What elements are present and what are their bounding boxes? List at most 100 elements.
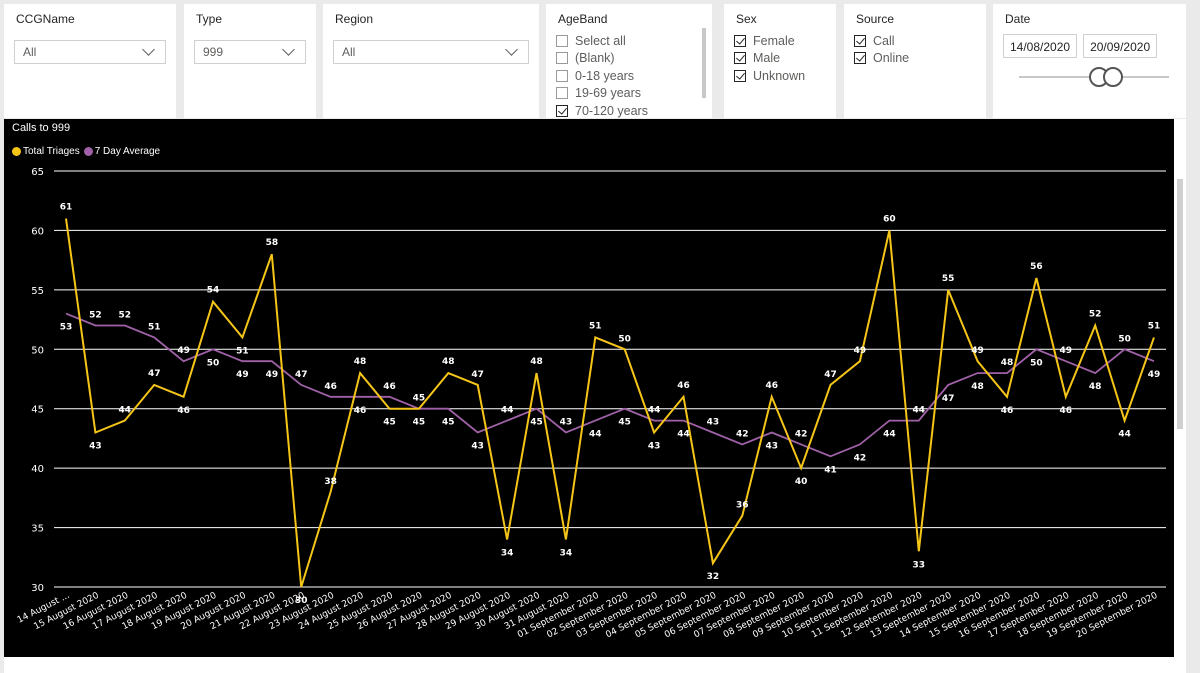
data-label: 60 [883,214,896,224]
data-label: 51 [1148,321,1161,331]
data-label: 30 [295,596,308,606]
type-dropdown[interactable]: 999 [194,40,306,64]
y-tick-label: 30 [31,583,44,594]
checkbox-icon[interactable] [556,104,568,117]
ageband-option[interactable]: 70-120 years [556,102,702,118]
ageband-scrollbar[interactable] [702,28,706,98]
data-label: 42 [736,429,749,439]
sex-option[interactable]: Unknown [734,67,826,85]
region-dropdown[interactable]: All [333,40,529,64]
sex-option[interactable]: Male [734,50,826,68]
source-option-label: Call [873,33,895,48]
data-label: 43 [707,417,720,427]
data-label: 46 [324,382,337,392]
data-label: 48 [1089,382,1102,392]
date-start-input[interactable]: 14/08/2020 [1003,34,1078,58]
data-label: 46 [383,382,396,392]
data-label: 47 [824,370,837,380]
data-label: 49 [1060,346,1073,356]
checkbox-icon[interactable] [854,34,866,47]
data-label: 44 [1118,430,1131,440]
sex-option[interactable]: Female [734,32,826,50]
data-label: 32 [707,572,720,582]
y-tick-label: 35 [31,524,44,535]
data-label: 48 [971,382,984,392]
data-label: 45 [413,394,426,404]
ageband-filter-card: AgeBand Select all (Blank) 0-18 years 19-69… [546,4,712,118]
data-label: 43 [560,417,573,427]
chart-scrollbar-thumb[interactable] [1177,179,1183,429]
data-label: 52 [1089,310,1102,320]
data-label: 40 [795,477,808,487]
data-label: 48 [1001,358,1014,368]
data-label: 46 [677,381,690,391]
date-filter-title: Date [1005,12,1031,26]
source-option[interactable]: Call [854,32,976,50]
legend-item-7-day-average[interactable]: 7 Day Average [83,146,161,157]
legend-item-total-triages[interactable]: Total Triages [12,146,80,157]
ageband-option[interactable]: 0-18 years [556,67,702,85]
data-label: 42 [795,429,808,439]
ageband-option-label: 70-120 years [575,103,648,118]
data-label: 46 [765,381,778,391]
data-label: 41 [824,465,837,475]
data-label: 42 [854,453,867,463]
data-label: 46 [354,406,367,416]
source-option[interactable]: Online [854,50,976,68]
checkbox-icon[interactable] [734,69,746,82]
data-label: 45 [618,418,631,428]
data-label: 52 [119,311,132,321]
type-filter-title: Type [196,12,223,26]
data-label: 38 [324,477,337,487]
data-label: 44 [883,430,896,440]
data-label: 51 [236,346,249,356]
ageband-option[interactable]: Select all [556,32,702,50]
checkbox-icon[interactable] [854,52,866,65]
data-label: 48 [354,357,367,367]
checkbox-icon[interactable] [556,34,568,47]
data-label: 44 [648,406,661,416]
checkbox-icon[interactable] [556,52,568,65]
data-label: 43 [89,441,102,451]
legend-dot-icon [83,147,93,156]
horizontal-scrollbar[interactable] [4,657,1186,673]
data-label: 61 [60,203,73,213]
ageband-option[interactable]: 19-69 years [556,85,702,103]
date-end-input[interactable]: 20/09/2020 [1083,34,1158,58]
y-tick-label: 45 [31,405,44,416]
checkbox-icon[interactable] [556,87,568,100]
data-label: 33 [912,560,925,570]
checkbox-icon[interactable] [734,34,746,47]
sex-option-label: Female [753,33,795,48]
data-label: 45 [442,418,455,428]
data-label: 55 [942,274,955,284]
ccg-filter-card: CCGName All [4,4,176,118]
data-label: 51 [589,321,602,331]
y-tick-label: 55 [31,286,44,297]
chevron-down-icon [505,43,518,56]
source-filter-title: Source [856,12,895,26]
checkbox-icon[interactable] [734,52,746,65]
ccg-dropdown[interactable]: All [14,40,166,64]
chart-scrollbar[interactable] [1174,119,1186,657]
ageband-option-label: 0-18 years [575,68,635,83]
date-slider-end-handle[interactable] [1103,67,1123,87]
chart-title: Calls to 999 [12,122,71,134]
data-label: 51 [148,322,161,332]
ageband-option[interactable]: (Blank) [556,50,702,68]
legend-label: 7 Day Average [94,146,161,157]
data-label: 49 [236,370,249,380]
data-label: 49 [177,346,190,356]
data-label: 47 [148,369,161,379]
ccg-dropdown-value: All [23,45,37,59]
ageband-option-label: Select all [575,33,626,48]
sex-option-label: Male [753,51,781,66]
data-label: 50 [207,358,220,368]
source-filter-card: Source Call Online [844,4,986,118]
ageband-options: Select all (Blank) 0-18 years 19-69 years 70… [556,32,702,118]
checkbox-icon[interactable] [556,69,568,82]
data-label: 48 [530,357,543,367]
data-label: 44 [589,430,602,440]
legend-label: Total Triages [23,146,80,157]
data-label: 47 [471,370,484,380]
